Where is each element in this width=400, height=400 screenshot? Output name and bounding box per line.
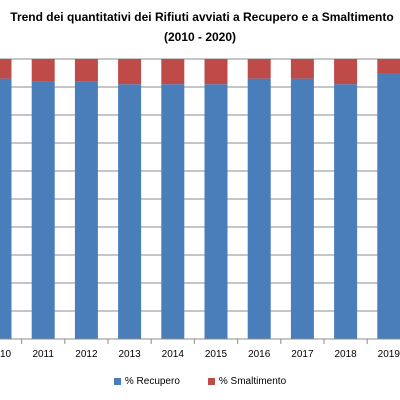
legend-item-smaltimento: % Smaltimento: [207, 376, 287, 387]
bar-smaltimento: [290, 59, 314, 79]
legend: % Recupero % Smaltimento: [0, 376, 400, 387]
bar-recupero: [290, 78, 314, 339]
bar-recupero: [161, 84, 185, 339]
x-tick-label: 2019: [378, 349, 400, 360]
chart-title: Trend dei quantitativi dei Rifiuti avvia…: [10, 10, 394, 24]
bar-recupero: [377, 73, 400, 339]
bar-recupero: [334, 84, 358, 339]
x-tick-label: 2012: [75, 349, 98, 360]
x-tick-label: 2016: [248, 349, 271, 360]
bar-smaltimento: [334, 59, 358, 85]
bar-smaltimento: [31, 59, 55, 82]
bar-recupero: [204, 84, 228, 339]
bar-smaltimento: [247, 59, 271, 79]
bar-smaltimento: [0, 59, 12, 79]
x-tick-label: 2014: [162, 349, 185, 360]
legend-label-recupero: % Recupero: [124, 376, 180, 387]
chart-subtitle: (2010 - 2020): [163, 30, 237, 44]
legend-item-recupero: % Recupero: [113, 376, 180, 387]
x-tick-label: 2010: [0, 349, 12, 360]
x-tick-label: 2018: [334, 349, 357, 360]
bar-smaltimento: [74, 59, 98, 82]
x-tick-label: 2011: [32, 349, 54, 360]
bar-recupero: [0, 78, 12, 339]
bar-smaltimento: [118, 59, 142, 85]
bar-recupero: [118, 84, 142, 339]
x-tick-label: 2015: [205, 349, 228, 360]
legend-swatch-recupero: [113, 378, 121, 385]
legend-swatch-smaltimento: [207, 378, 215, 385]
bar-recupero: [247, 78, 271, 339]
legend-label-smaltimento: % Smaltimento: [218, 376, 287, 387]
x-tick-label: 2013: [118, 349, 141, 360]
bar-recupero: [31, 81, 55, 340]
bar-recupero: [74, 81, 98, 340]
bar-smaltimento: [204, 59, 228, 85]
bar-smaltimento: [377, 59, 400, 73]
bar-smaltimento: [161, 59, 185, 85]
x-tick-label: 2017: [291, 349, 314, 360]
